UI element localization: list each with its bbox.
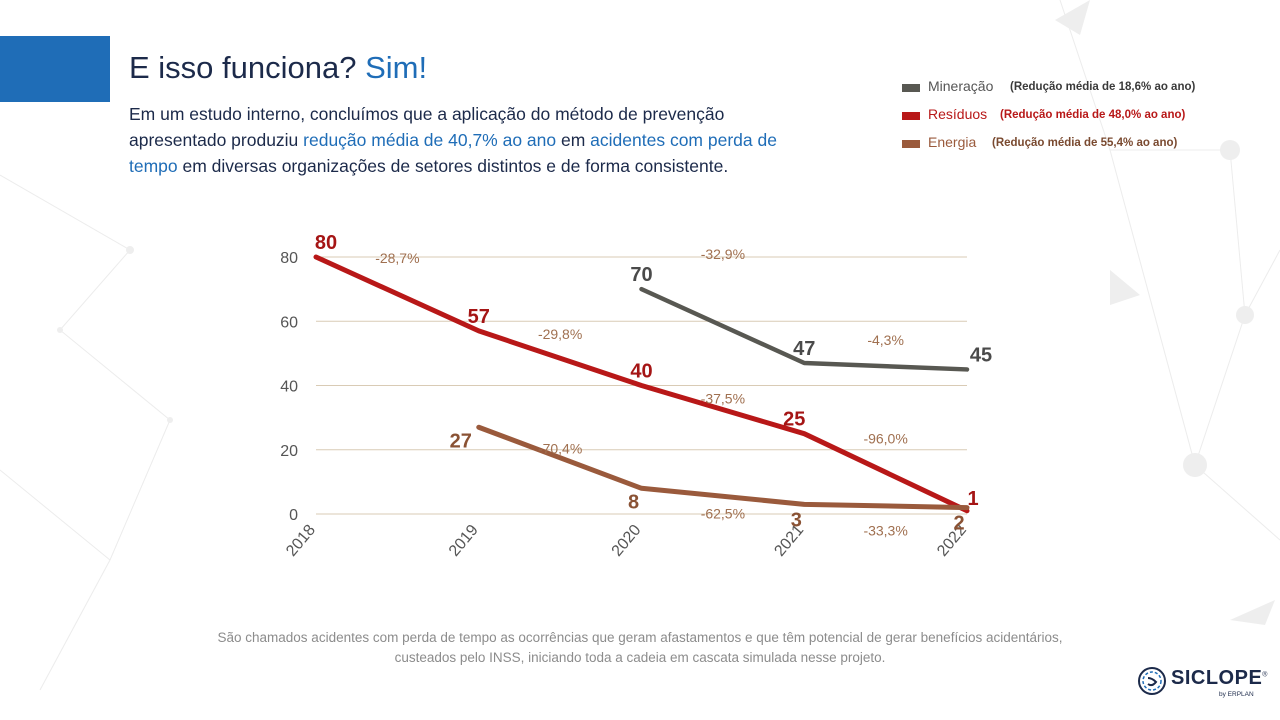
- y-tick-label: 60: [280, 314, 298, 331]
- logo-registered: ®: [1262, 671, 1268, 679]
- footnote: São chamados acidentes com perda de temp…: [150, 628, 1130, 668]
- logo-mark-icon: [1138, 667, 1166, 695]
- data-label: 70: [630, 264, 652, 286]
- series-line-1: [313, 254, 970, 514]
- intro-paragraph: Em um estudo interno, concluímos que a a…: [129, 101, 809, 179]
- legend-swatch-residuos: [902, 112, 920, 120]
- legend-note-energia: (Redução média de 55,4% ao ano): [992, 137, 1178, 149]
- data-label: 57: [468, 306, 490, 328]
- legend-label-mineracao: Mineração: [928, 78, 994, 94]
- y-tick-label: 20: [280, 443, 298, 460]
- y-tick-label: 80: [280, 250, 298, 267]
- change-label: -4,3%: [867, 332, 904, 348]
- data-label: 8: [628, 491, 639, 513]
- change-label: -32,9%: [701, 246, 745, 262]
- accent-block: [0, 36, 110, 102]
- x-tick-label: 2021: [771, 522, 807, 560]
- y-tick-label: 40: [280, 379, 298, 396]
- chart-legend: Mineração (Redução média de 18,6% ao ano…: [902, 78, 1222, 162]
- x-tick-label: 2020: [609, 522, 645, 560]
- legend-item-energia: Energia (Redução média de 55,4% ao ano): [902, 134, 1222, 162]
- legend-label-energia: Energia: [928, 134, 977, 150]
- change-label: -96,0%: [863, 431, 907, 447]
- title-main: E isso funciona?: [129, 50, 357, 85]
- data-point: [966, 368, 968, 371]
- intro-part-1: Em um estudo interno, concluímos que a a…: [129, 104, 725, 150]
- change-label: -37,5%: [701, 391, 745, 407]
- data-point: [640, 384, 643, 387]
- legend-item-residuos: Resíduos (Redução média de 48,0% ao ano): [902, 106, 1222, 134]
- data-point: [966, 506, 968, 509]
- data-label: 47: [793, 338, 815, 360]
- data-point: [803, 362, 806, 365]
- data-label: 27: [450, 430, 472, 452]
- data-point: [315, 256, 317, 258]
- page-title: E isso funciona? Sim!: [129, 50, 427, 86]
- footnote-line-1: São chamados acidentes com perda de temp…: [217, 630, 1063, 645]
- change-label: -28,7%: [375, 250, 419, 266]
- data-label: 40: [630, 361, 652, 383]
- data-point: [803, 432, 806, 435]
- intro-highlight-2: acidentes com perda de tempo: [129, 130, 777, 176]
- data-point: [477, 329, 480, 332]
- change-label: -70,4%: [538, 440, 582, 456]
- legend-note-mineracao: (Redução média de 18,6% ao ano): [1010, 81, 1196, 93]
- change-label: -62,5%: [701, 505, 745, 521]
- siclope-logo: SICLOPE® by ERPLAN: [1137, 664, 1267, 704]
- data-label: 45: [970, 344, 992, 366]
- logo-subtitle: by ERPLAN: [1219, 691, 1254, 698]
- x-tick-label: 2019: [446, 522, 482, 560]
- legend-note-residuos: (Redução média de 48,0% ao ano): [1000, 109, 1186, 121]
- data-label: 80: [315, 232, 337, 254]
- x-tick-label: 2018: [283, 522, 319, 560]
- data-label: 1: [967, 488, 978, 510]
- legend-item-mineracao: Mineração (Redução média de 18,6% ao ano…: [902, 78, 1222, 106]
- data-point: [640, 487, 643, 490]
- logo-name: SICLOPE®: [1171, 667, 1268, 690]
- legend-swatch-energia: [902, 140, 920, 148]
- data-label: 25: [783, 409, 805, 431]
- data-point: [640, 288, 643, 291]
- x-tick-label: 2022: [934, 522, 970, 560]
- data-point: [477, 426, 480, 429]
- title-highlight: Sim!: [365, 50, 428, 85]
- change-label: -29,8%: [538, 326, 582, 342]
- y-tick-label: 0: [289, 507, 298, 524]
- data-label: 2: [953, 513, 964, 535]
- intro-part-3: em diversas organizações de setores dist…: [177, 156, 729, 176]
- intro-part-2: em: [556, 130, 591, 150]
- intro-highlight-1: redução média de 40,7% ao ano: [303, 130, 557, 150]
- legend-swatch-mineracao: [902, 84, 920, 92]
- data-label: 3: [791, 509, 802, 531]
- data-point: [803, 503, 806, 506]
- footnote-line-2: custeados pelo INSS, iniciando toda a ca…: [394, 650, 886, 665]
- logo-name-text: SICLOPE: [1171, 667, 1263, 689]
- legend-label-residuos: Resíduos: [928, 106, 988, 122]
- series-line-2: [476, 424, 970, 511]
- data-point: [966, 509, 968, 512]
- change-label: -33,3%: [863, 522, 907, 538]
